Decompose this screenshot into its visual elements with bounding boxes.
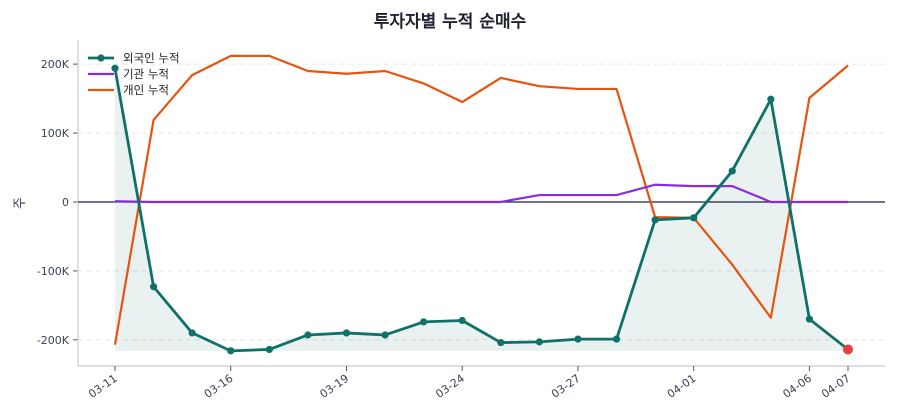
series-line-2 (113, 54, 849, 345)
data-point (574, 335, 582, 343)
series-line-0 (113, 68, 849, 353)
legend-marker (97, 54, 105, 62)
data-point (111, 64, 119, 72)
data-point (805, 315, 814, 323)
series-line-1 (114, 183, 848, 204)
data-point (227, 347, 235, 355)
legend-label: 개인 누적 (123, 83, 169, 97)
data-point (149, 283, 158, 291)
data-point (188, 329, 196, 337)
data-point (612, 335, 621, 343)
data-point (381, 331, 389, 339)
x-tick-label: 03-16 (202, 372, 236, 401)
y-tick-label: -200K (37, 334, 70, 347)
x-tick-label: 03-19 (318, 372, 352, 401)
chart-title: 투자자별 누적 순매수 (374, 12, 527, 32)
x-tick-label: 04-01 (665, 372, 699, 401)
data-point (690, 214, 698, 222)
data-point (651, 216, 659, 224)
foreign-area-fill (115, 68, 848, 351)
y-axis-label: 주 (13, 197, 28, 209)
data-point (265, 345, 273, 354)
x-tick-label: 04-06 (780, 372, 814, 401)
y-tick-label: 200K (41, 58, 70, 71)
y-tick-label: -100K (37, 265, 70, 278)
data-point (342, 329, 351, 337)
data-point (497, 338, 505, 347)
data-point (420, 318, 428, 326)
data-point (304, 331, 312, 339)
x-tick-label: 03-27 (549, 372, 583, 401)
data-point (458, 316, 466, 325)
legend-label: 기관 누적 (123, 67, 169, 81)
y-tick-label: 100K (41, 127, 70, 140)
x-tick-label: 03-11 (86, 372, 120, 401)
data-point (767, 95, 775, 103)
x-tick-label: 04-07 (819, 372, 853, 401)
last-point-marker (843, 344, 853, 355)
data-point (728, 167, 736, 175)
data-point (535, 338, 543, 346)
y-tick-label: 0 (62, 196, 69, 209)
legend-label: 외국인 누적 (123, 51, 180, 65)
x-tick-label: 03-24 (433, 372, 467, 401)
